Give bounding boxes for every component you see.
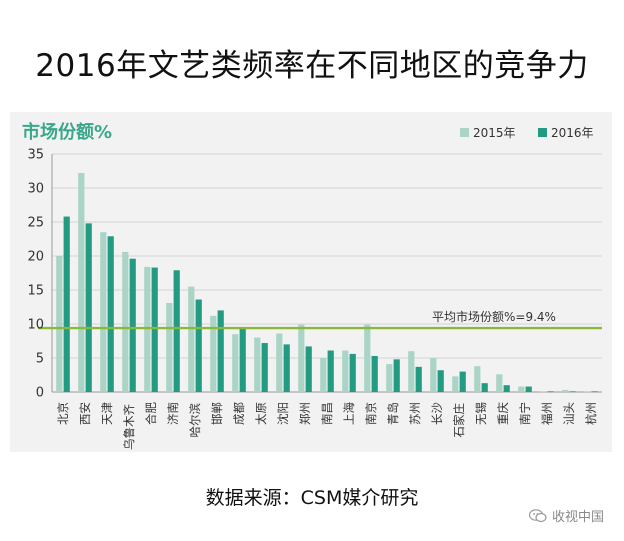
bar-2016-上海 <box>349 353 356 392</box>
bar-2016-哈尔滨 <box>195 299 202 392</box>
y-tick-label: 25 <box>27 216 44 231</box>
bar-2016-长沙 <box>437 370 444 392</box>
bar-2015-汕头 <box>562 389 569 392</box>
x-tick-label: 青岛 <box>386 402 400 425</box>
bar-2015-哈尔滨 <box>188 286 195 392</box>
bar-2016-南京 <box>371 355 378 392</box>
bar-2016-杭州 <box>591 391 598 393</box>
bar-2016-苏州 <box>415 366 422 392</box>
bar-2015-南京 <box>364 324 371 392</box>
x-tick-label: 汕头 <box>562 402 576 425</box>
bar-2016-汕头 <box>569 391 576 393</box>
bar-2016-南宁 <box>525 386 532 392</box>
x-tick-label: 西安 <box>78 402 92 425</box>
wechat-icon <box>528 508 547 523</box>
x-tick-label: 成都 <box>232 402 246 425</box>
bar-2016-重庆 <box>503 385 510 392</box>
bar-2015-合肥 <box>144 266 151 392</box>
x-tick-label: 苏州 <box>408 402 422 425</box>
bar-2015-西安 <box>78 173 85 392</box>
bar-2015-济南 <box>166 302 173 392</box>
bar-2015-石家庄 <box>452 376 459 392</box>
bar-2016-北京 <box>63 216 70 392</box>
bar-2016-南昌 <box>327 350 334 392</box>
x-tick-label: 乌鲁木齐 <box>122 404 136 450</box>
legend-swatch-2015 <box>460 128 469 137</box>
legend-label: 2016年 <box>551 126 594 140</box>
unit-label: 市场份额% <box>22 121 112 143</box>
bar-2016-无锡 <box>481 383 488 392</box>
x-tick-label: 杭州 <box>584 402 598 425</box>
bar-2015-沈阳 <box>276 333 283 392</box>
bar-2016-郑州 <box>305 346 312 392</box>
bar-2016-天津 <box>107 236 114 392</box>
bar-2015-天津 <box>100 232 107 392</box>
bar-2016-成都 <box>239 328 246 392</box>
page-title: 2016年文艺类频率在不同地区的竞争力 <box>35 48 589 84</box>
bar-2016-沈阳 <box>283 344 290 392</box>
watermark: 收视中国 <box>528 506 604 525</box>
bar-2015-成都 <box>232 334 239 392</box>
bar-chart: 0 5 10 15 20 25 30 35 北京 西安 天津 乌鲁木齐 合肥 济南 哈尔滨 邯郸 成都 太原 沈阳郑… <box>22 121 602 450</box>
bar-2016-石家庄 <box>459 371 466 392</box>
bar-2015-无锡 <box>474 366 481 392</box>
bar-2016-乌鲁木齐 <box>129 258 136 392</box>
x-tick-label: 天津 <box>100 402 114 425</box>
bar-2016-合肥 <box>151 267 158 392</box>
bar-2015-重庆 <box>496 374 503 392</box>
x-tick-label: 郑州 <box>298 402 312 425</box>
bar-2015-青岛 <box>386 364 393 392</box>
y-tick-label: 30 <box>27 182 44 197</box>
x-tick-label: 福州 <box>540 402 554 425</box>
y-tick-label: 0 <box>36 386 44 401</box>
bar-2015-郑州 <box>298 324 305 392</box>
y-tick-label: 35 <box>27 148 44 163</box>
bar-2015-乌鲁木齐 <box>122 251 129 392</box>
legend-label: 2015年 <box>473 126 516 140</box>
bar-2015-太原 <box>254 337 261 392</box>
bar-2015-北京 <box>56 256 63 392</box>
bar-2015-杭州 <box>584 391 591 393</box>
x-tick-label: 沈阳 <box>276 402 290 425</box>
bar-2016-济南 <box>173 270 180 392</box>
bar-2015-上海 <box>342 350 349 392</box>
bar-2016-福州 <box>547 391 554 393</box>
bar-2015-南宁 <box>518 386 525 392</box>
source-note: 数据来源：CSM媒介研究 <box>205 487 419 509</box>
y-tick-label: 20 <box>27 250 44 265</box>
x-tick-label: 南昌 <box>320 402 334 425</box>
y-tick-label: 15 <box>27 284 44 299</box>
x-tick-label: 无锡 <box>474 402 488 425</box>
x-tick-label: 哈尔滨 <box>188 403 202 438</box>
y-tick-label: 10 <box>27 318 44 333</box>
x-tick-label: 上海 <box>342 402 356 425</box>
x-tick-label: 南京 <box>364 402 378 425</box>
bar-2015-福州 <box>540 391 547 393</box>
x-tick-label: 重庆 <box>496 402 510 425</box>
x-tick-label: 邯郸 <box>210 402 224 425</box>
x-tick-label: 北京 <box>56 402 70 425</box>
legend-swatch-2016 <box>538 128 547 137</box>
bar-2016-西安 <box>85 223 92 392</box>
bar-2015-邯郸 <box>210 315 217 392</box>
x-tick-label: 南宁 <box>518 402 532 425</box>
x-tick-label: 太原 <box>254 402 268 425</box>
y-tick-label: 5 <box>36 352 44 367</box>
x-tick-label: 济南 <box>166 402 180 425</box>
bar-2015-南昌 <box>320 358 327 392</box>
bar-2016-邯郸 <box>217 310 224 392</box>
chart-area: 0 5 10 15 20 25 30 35 北京 西安 天津 乌鲁木齐 合肥 济南 哈尔滨 邯郸 成都 太原 沈阳郑… <box>10 112 612 452</box>
bar-2016-太原 <box>261 343 268 392</box>
bar-2016-青岛 <box>393 359 400 392</box>
x-tick-label: 石家庄 <box>452 403 466 438</box>
watermark-text: 收视中国 <box>551 510 604 525</box>
average-label: 平均市场份额%=9.4% <box>432 309 556 324</box>
x-tick-label: 合肥 <box>144 402 158 425</box>
x-tick-label: 长沙 <box>430 402 444 425</box>
bar-2015-长沙 <box>430 358 437 392</box>
bar-2015-苏州 <box>408 351 415 392</box>
